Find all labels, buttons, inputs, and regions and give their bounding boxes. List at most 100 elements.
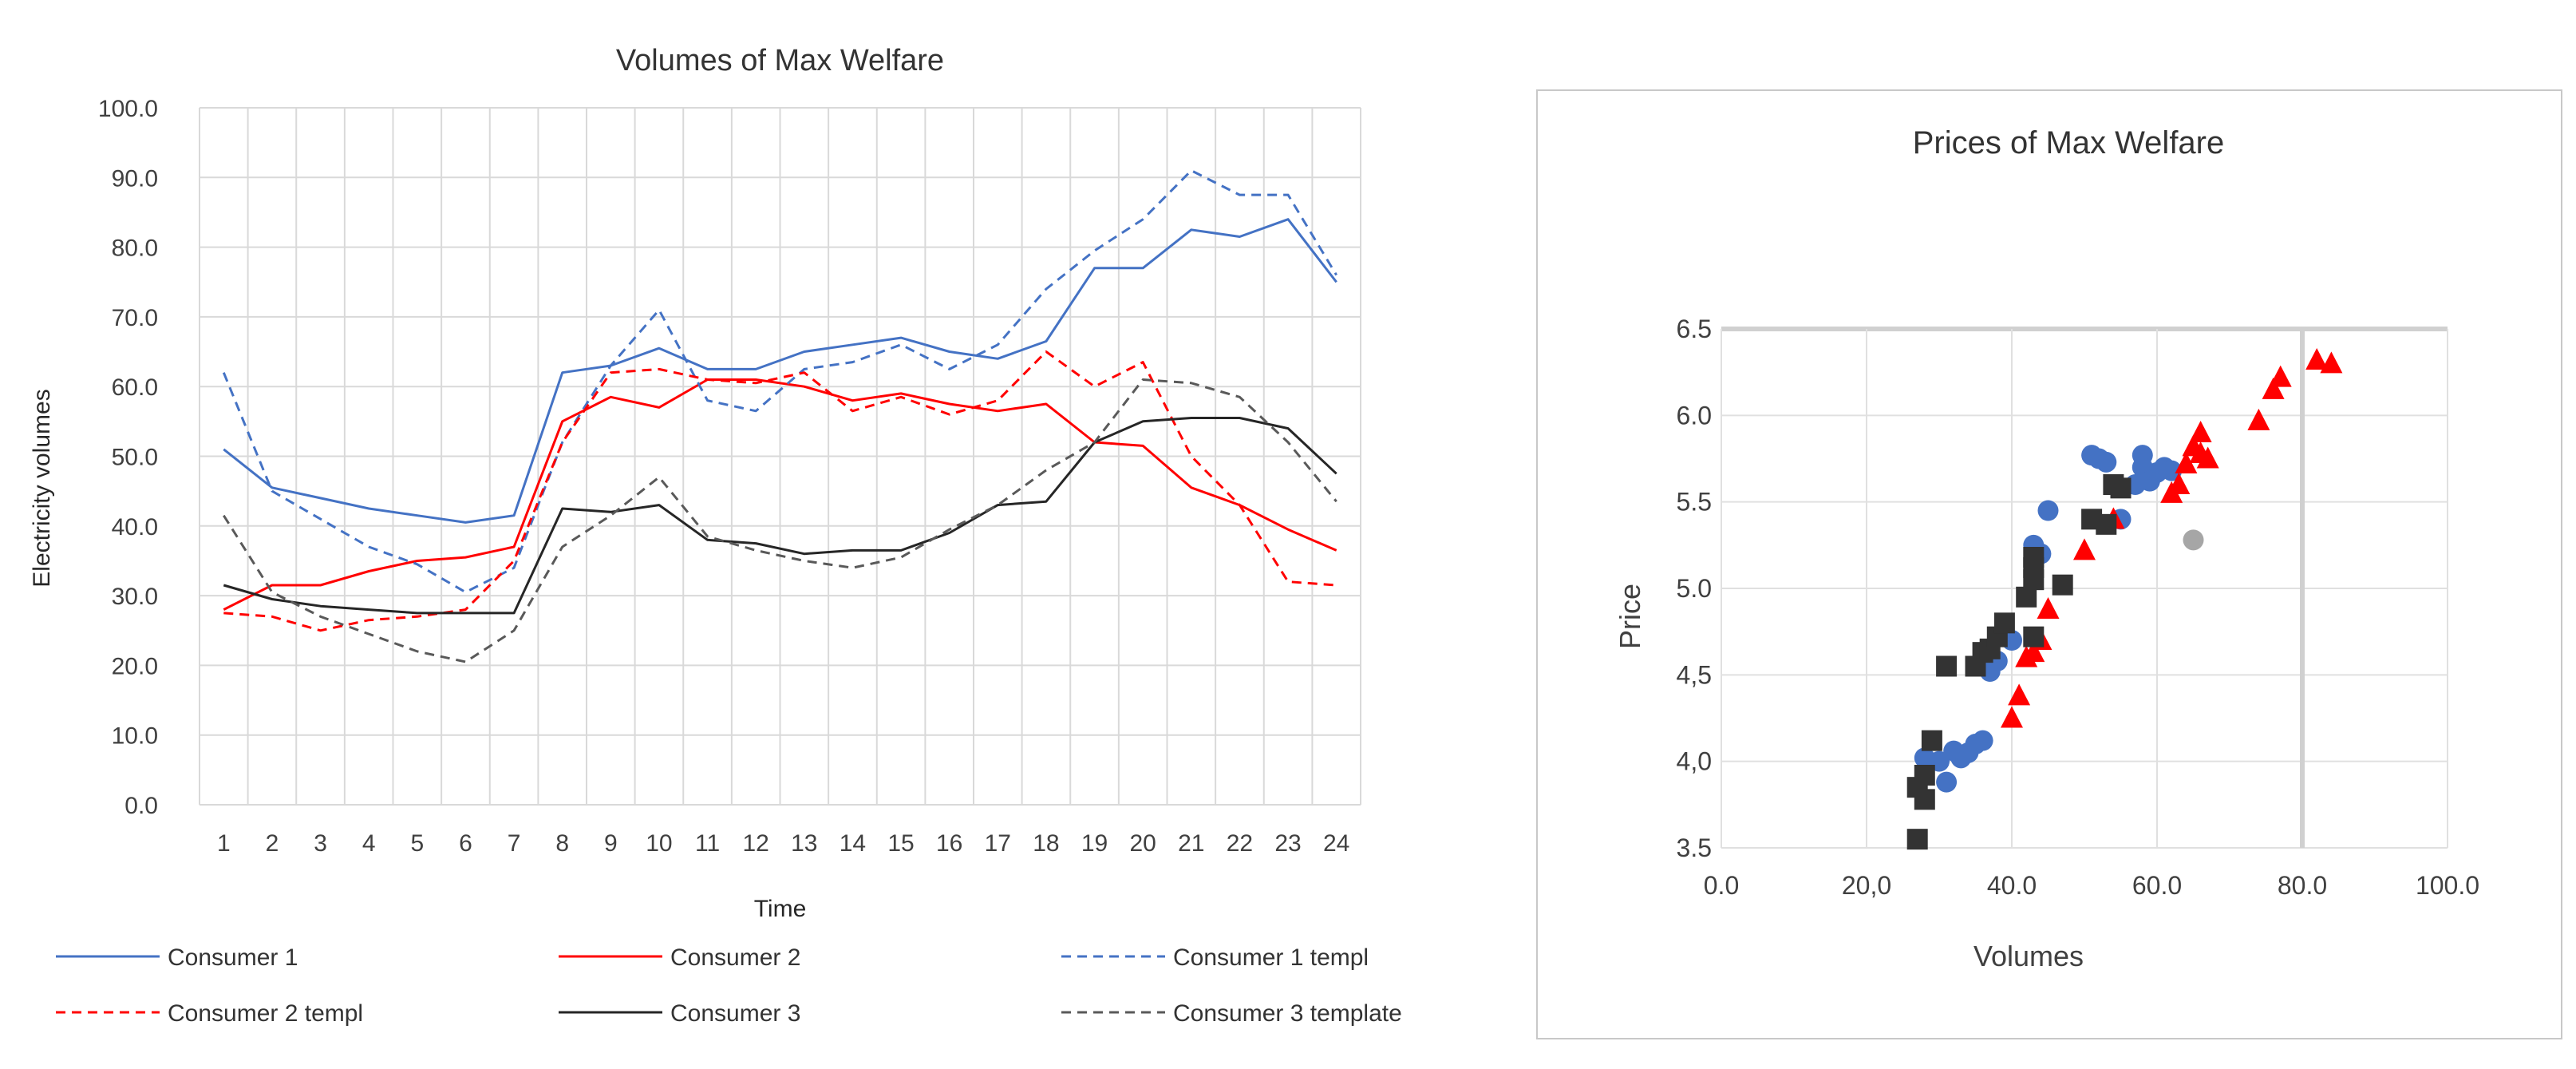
x-tick-label: 20 — [1130, 830, 1156, 857]
series-line-2 — [223, 378, 1337, 611]
scatter-point-circle — [2183, 529, 2204, 551]
y-tick-label: 10.0 — [112, 723, 158, 750]
legend-label: Consumer 3 template — [1173, 1000, 1402, 1027]
y-tick-label: 6.0 — [1677, 401, 1712, 430]
x-tick-label: 22 — [1227, 830, 1253, 857]
scatter-point-square — [1921, 730, 1942, 751]
scatter-point-square — [2096, 513, 2117, 535]
y-tick-label: 4,0 — [1677, 747, 1712, 776]
y-tick-label: 3.5 — [1677, 833, 1712, 862]
scatter-point-triangle — [2305, 348, 2329, 370]
scatter-point-circle — [2037, 500, 2059, 521]
x-tick-label: 40.0 — [1987, 871, 2037, 900]
legend-label: Consumer 2 — [670, 944, 800, 971]
y-axis-title: Electricity volumes — [29, 389, 55, 587]
y-tick-label: 6.5 — [1677, 315, 1712, 343]
scatter-point-square — [1993, 612, 2015, 634]
x-tick-label: 0.0 — [1704, 871, 1739, 900]
prices-scatter-chart: Prices of Max Welfare 3.5 4,0 4,5 5.0 5.5 6.0 6… — [1614, 125, 2479, 972]
x-tick-label: 100.0 — [2416, 871, 2479, 900]
scatter-point-circle — [2096, 451, 2117, 473]
scatter-point-triangle — [2008, 683, 2031, 706]
x-tick-label: 8 — [555, 830, 569, 857]
series-line-5 — [223, 417, 1337, 615]
y-tick-label: 50.0 — [112, 445, 158, 471]
scatter-point-circle — [1936, 771, 1958, 793]
scatter-point-triangle — [2320, 351, 2343, 374]
x-tick-label: 6 — [459, 830, 472, 857]
y-tick-label: 60.0 — [112, 374, 158, 401]
x-tick-label: 5 — [410, 830, 424, 857]
scatter-point-square — [1936, 655, 1958, 677]
legend-label: Consumer 1 templ — [1173, 944, 1369, 971]
scatter-point-square — [2023, 626, 2045, 647]
x-tick-label: 2 — [266, 830, 279, 857]
x-axis-title: Time — [754, 896, 807, 922]
x-tick-label: 60.0 — [2132, 871, 2182, 900]
y-tick-label: 90.0 — [112, 165, 158, 192]
scatter-point-triangle — [2269, 365, 2292, 387]
y-tick-label: 20.0 — [112, 653, 158, 679]
line-chart-title: Volumes of Max Welfare — [616, 44, 944, 77]
series-line-6 — [223, 378, 1337, 663]
scatter-point-square — [2023, 547, 2045, 568]
scatter-point-circle — [2161, 460, 2183, 481]
y-tick-label: 4,5 — [1677, 660, 1712, 689]
scatter-chart-title: Prices of Max Welfare — [1913, 125, 2225, 160]
x-tick-label: 23 — [1274, 830, 1301, 857]
legend-label: Consumer 2 templ — [168, 1000, 363, 1027]
x-tick-label: 7 — [508, 830, 521, 857]
y-tick-label: 40.0 — [112, 514, 158, 540]
scatter-point-square — [2110, 477, 2132, 499]
x-tick-label: 17 — [985, 830, 1011, 857]
x-tick-label: 3 — [314, 830, 327, 857]
scatter-point-triangle — [2189, 421, 2212, 442]
scatter-chart-frame — [1536, 89, 2562, 1039]
scatter-point-triangle — [2175, 452, 2198, 473]
y-tick-label: 30.0 — [112, 584, 158, 610]
series-line-1 — [223, 218, 1337, 524]
x-tick-label: 4 — [362, 830, 376, 857]
scatter-point-square — [1906, 829, 1928, 850]
y-tick-label: 70.0 — [112, 305, 158, 331]
x-tick-label: 16 — [936, 830, 962, 857]
x-tick-label: 14 — [840, 830, 866, 857]
x-tick-label: 18 — [1033, 830, 1059, 857]
scatter-point-triangle — [2167, 473, 2191, 494]
x-tick-label: 19 — [1081, 830, 1108, 857]
scatter-point-square — [1914, 765, 1935, 786]
x-tick-label: 11 — [695, 830, 720, 857]
scatter-point-triangle — [2196, 446, 2219, 469]
x-tick-label: 15 — [887, 830, 914, 857]
x-tick-label: 10 — [646, 830, 672, 857]
legend-label: Consumer 3 — [670, 1000, 800, 1027]
x-tick-label: 21 — [1178, 830, 1204, 857]
x-tick-label: 24 — [1323, 830, 1349, 857]
y-tick-label: 100.0 — [98, 96, 158, 122]
x-tick-label: 20,0 — [1842, 871, 1891, 900]
x-tick-label: 13 — [791, 830, 817, 857]
scatter-point-triangle — [2022, 640, 2045, 663]
y-tick-label: 0.0 — [124, 793, 158, 819]
legend-label: Consumer 1 — [168, 944, 298, 971]
x-tick-label: 1 — [217, 830, 231, 857]
series-line-3 — [222, 169, 1337, 594]
x-axis-title: Volumes — [1973, 940, 2084, 972]
scatter-point-square — [1914, 789, 1935, 810]
x-tick-label: 80.0 — [2278, 871, 2327, 900]
scatter-point-square — [2052, 574, 2073, 596]
scatter-point-triangle — [2262, 377, 2285, 399]
scatter-point-circle — [1972, 730, 1993, 751]
volumes-line-chart: Volumes of Max Welfare 0.0 10.0 20.0 30.0 40.… — [29, 44, 1402, 1027]
scatter-point-triangle — [2001, 706, 2023, 728]
scatter-point-triangle — [2037, 597, 2060, 619]
y-tick-label: 5.5 — [1677, 488, 1712, 517]
x-tick-label: 12 — [743, 830, 769, 857]
series-line-4 — [223, 350, 1337, 632]
x-tick-label: 9 — [604, 830, 618, 857]
y-axis-title: Price — [1614, 584, 1646, 649]
scatter-point-triangle — [2247, 408, 2270, 430]
y-tick-label: 5.0 — [1677, 574, 1712, 603]
scatter-point-triangle — [2073, 538, 2096, 560]
y-tick-label: 80.0 — [112, 236, 158, 262]
